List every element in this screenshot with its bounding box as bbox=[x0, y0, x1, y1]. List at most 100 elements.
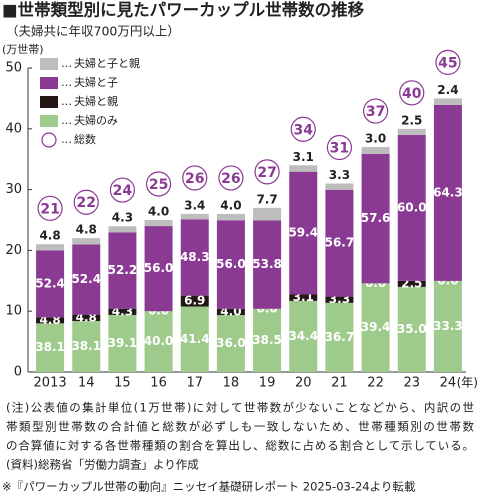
chart-subtitle: （夫婦共に年収700万円以上） bbox=[6, 24, 180, 39]
segment-label: 4.8 bbox=[39, 229, 60, 243]
bar-segment bbox=[325, 296, 354, 303]
total-circle bbox=[399, 80, 425, 106]
total-circle bbox=[73, 189, 99, 215]
legend-label: 夫婦と子と親 bbox=[74, 56, 140, 70]
segment-label: 39.4 bbox=[361, 320, 391, 334]
segment-label: 64.3 bbox=[433, 185, 463, 199]
bar-segment bbox=[144, 220, 173, 227]
bar-segment bbox=[180, 295, 209, 307]
segment-label: 38.1 bbox=[35, 340, 65, 354]
total-circle bbox=[37, 195, 63, 221]
total-label: 37 bbox=[366, 104, 385, 120]
bar-segment bbox=[289, 294, 318, 301]
x-tick-label: 20 bbox=[295, 376, 312, 391]
bar-segment bbox=[397, 286, 426, 372]
note: ※『パワーカップル世帯の動向』ニッセイ基礎研レポート 2025-03-24より転… bbox=[2, 480, 416, 494]
bar-segment bbox=[253, 220, 282, 309]
note: 帯類型別世帯数の合計値と総数が必ずしも一致しないため、世帯種類別の世帯数 bbox=[6, 420, 475, 434]
segment-label: 3.4 bbox=[184, 198, 205, 212]
segment-label: 3.1 bbox=[293, 150, 314, 164]
total-circle bbox=[435, 49, 461, 76]
segment-label: 38.5 bbox=[252, 333, 282, 347]
legend-leader: … bbox=[61, 133, 72, 146]
x-tick-label: 18 bbox=[223, 376, 240, 391]
segment-label: 35.0 bbox=[397, 322, 427, 336]
total-label: 26 bbox=[185, 171, 204, 187]
y-tick-label: 0 bbox=[14, 365, 22, 380]
y-tick-label: 10 bbox=[5, 304, 22, 319]
segment-label: 60.0 bbox=[397, 200, 427, 214]
bar-segment bbox=[180, 219, 209, 296]
x-tick-label: 22 bbox=[367, 376, 384, 391]
legend-leader: … bbox=[61, 76, 72, 89]
bar-segment bbox=[397, 134, 426, 281]
bar-segment bbox=[36, 250, 65, 318]
bar-segment bbox=[397, 280, 426, 287]
bar-segment bbox=[36, 244, 65, 251]
legend-label: 総数 bbox=[74, 132, 96, 146]
bar-segment bbox=[289, 171, 318, 295]
bar-segment bbox=[289, 165, 318, 172]
x-tick-label: 19 bbox=[259, 376, 276, 391]
segment-label: 59.4 bbox=[288, 226, 318, 240]
y-axis-label: (万世帯) bbox=[2, 43, 44, 56]
bar-segment bbox=[72, 244, 101, 315]
segment-label: 2.5 bbox=[401, 113, 422, 127]
y-tick-label: 40 bbox=[5, 121, 22, 136]
bar-segment bbox=[216, 308, 245, 316]
segment-label: 38.1 bbox=[71, 339, 101, 353]
segment-label: 3.0 bbox=[365, 132, 386, 146]
note: の合算値に対する各世帯種類の割合を算出し、総数に占める割合として示している。 bbox=[6, 439, 474, 453]
x-tick-label: 16 bbox=[150, 376, 167, 391]
legend-swatch bbox=[40, 115, 58, 127]
bar-segment bbox=[216, 213, 245, 221]
total-label: 31 bbox=[330, 141, 349, 157]
legend-leader: … bbox=[61, 95, 72, 108]
segment-label: 2.4 bbox=[437, 83, 458, 97]
segment-label: 6.9 bbox=[184, 294, 205, 308]
x-tick-label: 24 bbox=[440, 376, 457, 391]
note: (注)公表値の集計単位(1万世帯)に対して世帯数が少ないことなどから、内訳の世 bbox=[6, 401, 474, 415]
total-label: 24 bbox=[113, 183, 133, 199]
segment-label: 52.4 bbox=[71, 272, 101, 286]
bar-segment bbox=[72, 314, 101, 322]
segment-label: 7.7 bbox=[256, 192, 277, 206]
x-tick-label: 17 bbox=[186, 376, 203, 391]
legend-swatch bbox=[41, 132, 57, 148]
x-tick-label: 15 bbox=[114, 376, 131, 391]
bar-segment bbox=[36, 317, 65, 324]
total-label: 40 bbox=[402, 86, 422, 102]
segment-label: 4.8 bbox=[76, 223, 97, 237]
bar-segment bbox=[180, 306, 209, 372]
bar-segment bbox=[325, 302, 354, 372]
y-tick-label: 20 bbox=[5, 243, 22, 258]
segment-label: 57.6 bbox=[361, 211, 391, 225]
bar-segment bbox=[325, 189, 354, 297]
legend-label: 夫婦のみ bbox=[74, 113, 118, 127]
y-tick-label: 30 bbox=[5, 182, 22, 197]
segment-label: 36.0 bbox=[216, 336, 246, 350]
bar-segment bbox=[433, 280, 462, 372]
bar-segment bbox=[361, 147, 390, 154]
segment-label: 52.4 bbox=[35, 276, 65, 290]
bar-segment bbox=[144, 311, 173, 372]
bar-segment bbox=[144, 226, 173, 312]
segment-label: 34.4 bbox=[288, 329, 318, 343]
x-tick-label: 21 bbox=[331, 376, 348, 391]
legend-leader: … bbox=[61, 57, 72, 70]
total-circle bbox=[218, 165, 244, 191]
total-label: 45 bbox=[438, 55, 457, 71]
note: (資料)総務省「労働力調査」より作成 bbox=[6, 458, 199, 472]
segment-label: 53.8 bbox=[252, 257, 282, 271]
total-label: 22 bbox=[77, 195, 96, 211]
bar-segment bbox=[216, 220, 245, 309]
bar-segment bbox=[72, 238, 101, 245]
chart-title: ■世帯類型別に見たパワーカップル世帯数の推移 bbox=[2, 0, 365, 20]
total-label: 21 bbox=[40, 201, 59, 217]
segment-label: 4.0 bbox=[148, 205, 169, 219]
total-circle bbox=[145, 171, 172, 197]
total-circle bbox=[182, 165, 208, 191]
legend-swatch bbox=[40, 77, 58, 89]
segment-label: 33.3 bbox=[433, 319, 463, 333]
